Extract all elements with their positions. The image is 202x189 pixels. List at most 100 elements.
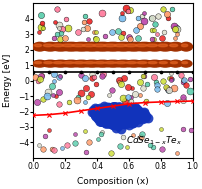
Point	[120, 114, 123, 117]
Point	[131, 116, 134, 119]
Point	[111, 116, 115, 119]
Point	[129, 116, 133, 119]
Point	[162, 30, 166, 33]
Point	[155, 81, 158, 84]
Point	[111, 118, 114, 121]
Point	[119, 117, 122, 120]
Point	[113, 106, 116, 109]
Point	[136, 120, 139, 123]
Point	[95, 114, 98, 117]
Point	[126, 118, 129, 121]
Point	[119, 117, 122, 120]
Point	[130, 105, 134, 108]
Point	[150, 28, 153, 31]
Point	[105, 108, 109, 112]
Point	[104, 107, 108, 110]
Point	[101, 109, 104, 112]
Point	[96, 107, 99, 110]
Point	[109, 115, 113, 118]
Point	[106, 107, 109, 110]
Point	[122, 117, 125, 120]
Point	[99, 116, 102, 119]
Point	[100, 110, 104, 113]
Point	[94, 106, 97, 109]
Point	[127, 118, 131, 121]
Point	[140, 136, 143, 139]
Point	[127, 119, 130, 122]
Point	[121, 109, 124, 112]
Point	[126, 107, 129, 110]
Point	[128, 109, 131, 112]
Point	[136, 115, 139, 118]
Point	[115, 120, 119, 123]
Point	[96, 109, 99, 112]
Point	[53, 149, 56, 152]
Point	[175, 33, 179, 36]
Point	[135, 116, 139, 119]
Ellipse shape	[74, 62, 84, 64]
Point	[128, 35, 131, 38]
Point	[122, 116, 125, 119]
Point	[114, 111, 117, 114]
Point	[116, 113, 119, 116]
Point	[53, 79, 56, 82]
Point	[126, 107, 129, 110]
Point	[107, 114, 110, 117]
Point	[108, 119, 111, 122]
Point	[76, 30, 79, 33]
Point	[123, 117, 126, 120]
Point	[40, 22, 43, 25]
Point	[123, 110, 126, 113]
Ellipse shape	[147, 44, 157, 47]
Point	[95, 108, 98, 111]
Point	[129, 112, 133, 115]
Ellipse shape	[170, 44, 178, 47]
Ellipse shape	[170, 62, 177, 64]
Point	[133, 115, 137, 118]
Point	[97, 117, 100, 120]
Point	[125, 10, 128, 13]
Point	[123, 119, 126, 122]
Point	[93, 31, 96, 34]
Point	[169, 79, 173, 82]
Point	[121, 121, 124, 124]
Point	[125, 112, 129, 115]
Ellipse shape	[33, 60, 47, 67]
Point	[128, 114, 132, 117]
Point	[97, 109, 100, 112]
Point	[108, 111, 111, 114]
Point	[125, 117, 128, 120]
Point	[112, 115, 115, 118]
Point	[95, 112, 98, 115]
Point	[123, 108, 126, 111]
Point	[123, 120, 126, 123]
Point	[128, 113, 131, 116]
Point	[105, 116, 108, 119]
Point	[117, 112, 120, 115]
Point	[127, 118, 131, 121]
Point	[103, 107, 106, 110]
Point	[126, 109, 129, 112]
Point	[118, 119, 121, 122]
Point	[123, 117, 126, 120]
Point	[118, 113, 122, 116]
Point	[120, 115, 123, 118]
Ellipse shape	[114, 44, 126, 47]
Point	[90, 76, 94, 79]
Point	[138, 111, 141, 114]
Point	[120, 120, 123, 123]
Point	[119, 121, 122, 124]
Point	[110, 112, 113, 115]
Point	[118, 114, 121, 117]
Point	[50, 85, 54, 88]
Point	[130, 116, 133, 119]
Point	[101, 120, 104, 123]
Point	[117, 111, 120, 114]
Point	[82, 28, 85, 31]
Point	[134, 114, 137, 117]
Point	[150, 38, 154, 41]
Point	[107, 112, 110, 115]
Point	[143, 114, 146, 117]
Point	[109, 109, 113, 112]
Point	[118, 115, 122, 118]
